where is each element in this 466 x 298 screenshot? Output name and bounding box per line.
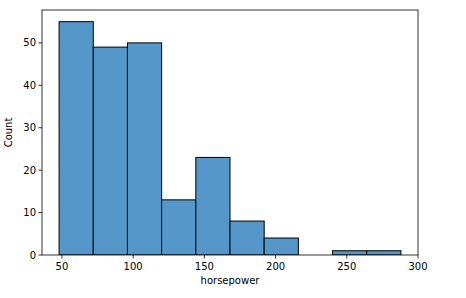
- bar: [333, 251, 367, 255]
- plot-frame: [42, 10, 418, 255]
- y-tick: [39, 42, 43, 43]
- y-tick: [39, 255, 43, 256]
- chart-container: 50 100 150 200 250 300 0 10 20 30 40 50 horsepower Co…: [0, 0, 466, 298]
- x-axis-label: horsepower: [201, 275, 261, 286]
- x-tick-label: 100: [124, 261, 143, 272]
- x-tick: [418, 255, 419, 259]
- bars: [59, 22, 401, 255]
- x-tick-label: 150: [195, 261, 214, 272]
- y-tick-label: 50: [23, 37, 36, 48]
- y-tick: [39, 212, 43, 213]
- bar: [162, 200, 196, 255]
- x-tick: [61, 255, 62, 259]
- x-tick: [275, 255, 276, 259]
- chart-svg: 50 100 150 200 250 300 0 10 20 30 40 50 horsepower Co…: [0, 0, 466, 298]
- y-tick-label: 30: [23, 122, 36, 133]
- bar: [264, 238, 298, 255]
- x-tick: [204, 255, 205, 259]
- x-tick-label: 50: [56, 261, 69, 272]
- bar: [196, 157, 230, 255]
- x-tick-label: 200: [266, 261, 285, 272]
- y-tick: [39, 85, 43, 86]
- bar: [93, 47, 127, 255]
- bar: [127, 43, 161, 255]
- y-tick-label: 20: [23, 165, 36, 176]
- bar: [59, 22, 93, 255]
- x-tick: [346, 255, 347, 259]
- y-tick-label: 0: [30, 250, 36, 261]
- y-tick-label: 10: [23, 207, 36, 218]
- bar: [367, 251, 401, 255]
- x-tick-label: 250: [337, 261, 356, 272]
- bar: [230, 221, 264, 255]
- y-tick: [39, 127, 43, 128]
- x-tick-label: 300: [408, 261, 427, 272]
- y-tick: [39, 170, 43, 171]
- y-tick-label: 40: [23, 80, 36, 91]
- y-axis-label: Count: [3, 118, 14, 148]
- x-tick: [133, 255, 134, 259]
